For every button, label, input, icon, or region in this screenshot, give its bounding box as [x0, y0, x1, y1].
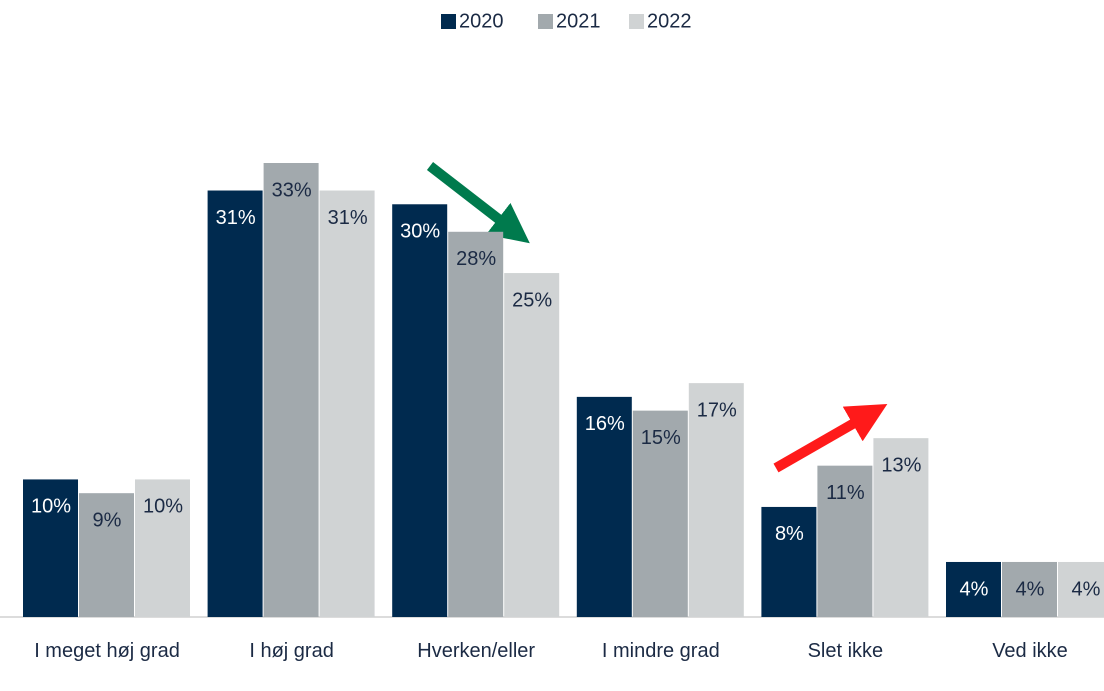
bar: [504, 273, 560, 617]
data-label: 16%: [585, 413, 625, 435]
data-label: 13%: [881, 454, 921, 476]
bar: [392, 204, 448, 618]
data-label: 31%: [328, 207, 368, 229]
bar: [817, 465, 873, 617]
bar: [1002, 561, 1057, 617]
data-label: 10%: [31, 496, 71, 518]
data-label: 11%: [826, 482, 865, 504]
data-label: 28%: [456, 248, 496, 270]
data-label: 25%: [512, 289, 552, 311]
data-label: 8%: [775, 523, 804, 545]
legend-swatch: [538, 14, 553, 29]
bar: [207, 190, 263, 618]
bar: [632, 410, 688, 617]
category-label: Slet ikke: [807, 640, 884, 662]
bar: [23, 479, 78, 617]
bar: [688, 383, 744, 617]
up-arrow: [773, 404, 888, 473]
data-label: 17%: [697, 399, 737, 421]
bar: [946, 561, 1001, 617]
data-label: 9%: [93, 509, 122, 531]
bar: [79, 493, 134, 617]
bar: [1058, 561, 1104, 617]
bar: [263, 163, 319, 617]
category-label: I høj grad: [249, 640, 334, 662]
data-label: 31%: [216, 207, 256, 229]
category-label: I meget høj grad: [34, 640, 180, 662]
data-label: 15%: [641, 427, 681, 449]
down-arrow: [426, 162, 530, 244]
data-label: 4%: [1016, 578, 1045, 600]
legend-swatch: [441, 14, 456, 29]
data-label: 4%: [960, 578, 989, 600]
category-label: Ved ikke: [992, 640, 1068, 662]
data-label: 33%: [272, 179, 312, 201]
data-label: 10%: [143, 496, 183, 518]
category-label: Hverken/eller: [417, 640, 536, 662]
bar: [576, 396, 632, 617]
legend-label: 2021: [556, 10, 601, 32]
bar: [135, 479, 190, 617]
bar: [761, 506, 817, 617]
data-label: 30%: [400, 221, 440, 243]
legend-swatch: [629, 14, 644, 29]
legend-label: 2020: [459, 10, 504, 32]
bar: [448, 231, 504, 617]
category-label: I mindre grad: [601, 640, 720, 662]
bar: [319, 190, 375, 618]
data-label: 4%: [1072, 578, 1101, 600]
legend-label: 2022: [647, 10, 692, 32]
bar: [873, 438, 929, 617]
